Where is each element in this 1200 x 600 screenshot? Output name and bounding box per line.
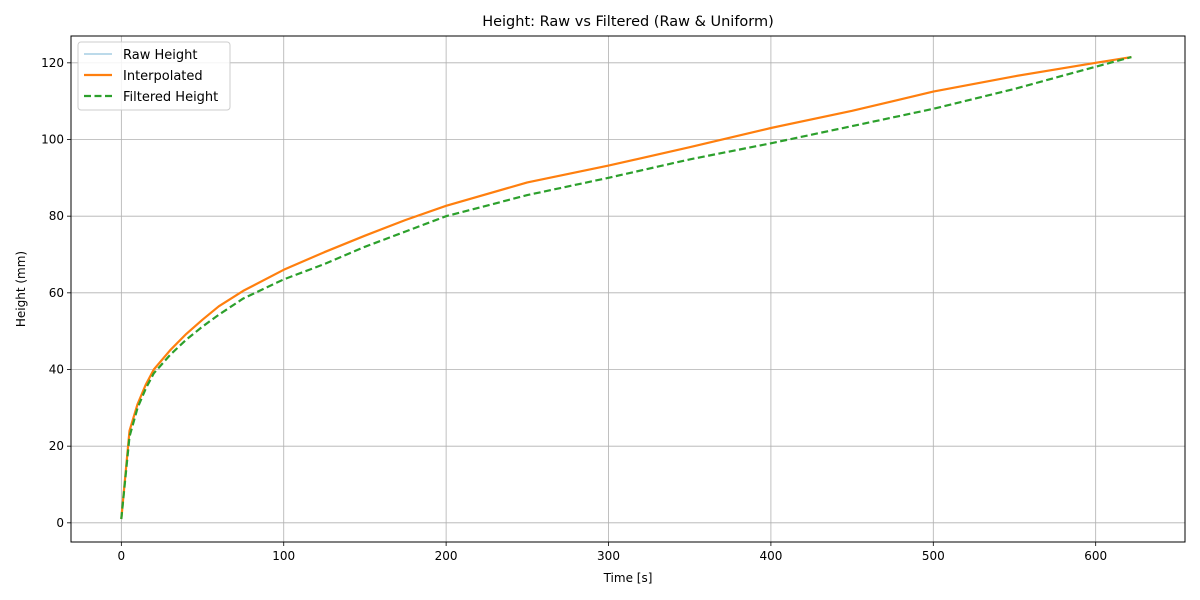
- x-axis-label: Time [s]: [603, 571, 653, 585]
- x-tick-label: 200: [435, 549, 458, 563]
- y-tick-label: 20: [49, 439, 64, 453]
- x-tick-label: 400: [759, 549, 782, 563]
- legend: Raw Height Interpolated Filtered Height: [77, 41, 231, 111]
- y-axis-label: Height (mm): [14, 251, 28, 327]
- x-tick-label: 300: [597, 549, 620, 563]
- y-tick-label: 60: [49, 286, 64, 300]
- y-tick-label: 40: [49, 363, 64, 377]
- legend-label-2: Interpolated: [123, 69, 203, 84]
- y-tick-label: 80: [49, 209, 64, 223]
- x-tick-label: 0: [118, 549, 126, 563]
- chart-title: Height: Raw vs Filtered (Raw & Uniform): [482, 14, 774, 30]
- legend-box: [77, 41, 231, 111]
- y-tick-label: 120: [41, 56, 64, 70]
- plot-area-frame: [70, 35, 1186, 543]
- x-tick-label: 500: [922, 549, 945, 563]
- grid: [71, 36, 1185, 542]
- x-tick-label: 600: [1084, 549, 1107, 563]
- axis-ticks: 0 100 200 300 400 500 600 0 20 40 60 80 100 120: [41, 56, 1107, 563]
- series-line-2: [120, 56, 1132, 520]
- series-line-3: [120, 56, 1132, 520]
- series-lines: [120, 56, 1132, 520]
- legend-label-3: Filtered Height: [123, 90, 218, 105]
- y-tick-label: 100: [41, 133, 64, 147]
- x-tick-label: 100: [272, 549, 295, 563]
- y-tick-label: 0: [56, 516, 64, 530]
- legend-label-1: Raw Height: [123, 48, 197, 63]
